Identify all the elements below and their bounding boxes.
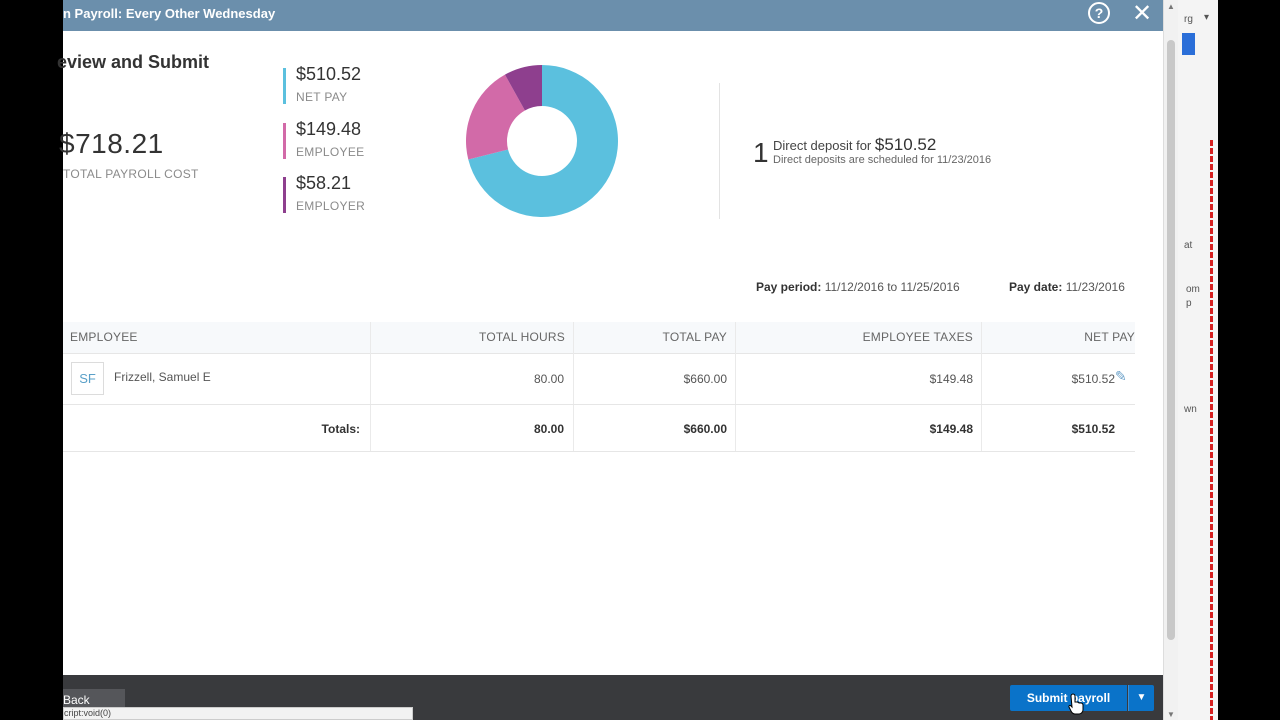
totals-hours: 80.00 — [533, 422, 564, 436]
background-blue-block — [1182, 33, 1195, 55]
legend-label: NET PAY — [296, 90, 348, 104]
background-text: om — [1186, 284, 1200, 295]
total-payroll-cost-label: TOTAL PAYROLL COST — [63, 167, 199, 181]
chevron-down-icon[interactable]: ▼ — [1128, 685, 1154, 711]
legend-label: EMPLOYER — [296, 199, 366, 213]
edit-pencil-icon[interactable]: ✎ — [1115, 368, 1127, 384]
legend-color-bar — [283, 68, 286, 104]
pay-period: Pay period: 11/12/2016 to 11/25/2016 — [756, 280, 960, 294]
totals-net-pay: $510.52 — [1071, 422, 1115, 436]
net-pay-cell: $510.52 — [1071, 372, 1115, 386]
scroll-up-icon[interactable]: ▲ — [1167, 2, 1175, 11]
column-divider — [370, 322, 371, 452]
direct-deposit-summary: Direct deposit for $510.52 — [773, 135, 936, 155]
pay-date-value: 11/23/2016 — [1065, 280, 1125, 294]
background-red-line — [1210, 140, 1213, 720]
legend-amount: $510.52 — [296, 64, 362, 84]
direct-deposit-count: 1 — [753, 137, 769, 168]
direct-deposit-amount: $510.52 — [874, 135, 937, 154]
hand-cursor-icon — [1068, 693, 1084, 715]
page-title: eview and Submit — [57, 52, 210, 72]
scrollbar[interactable]: ▲ ▼ — [1163, 0, 1178, 720]
scroll-thumb[interactable] — [1167, 40, 1175, 640]
payroll-review-modal: n Payroll: Every Other Wednesday ? ✕ evi… — [57, 0, 1163, 720]
column-divider — [735, 322, 736, 452]
employee-taxes-cell: $149.48 — [929, 372, 973, 386]
payroll-donut-chart — [466, 65, 618, 217]
legend-color-bar — [283, 123, 286, 159]
donut-slice-employer — [504, 65, 542, 111]
column-divider — [573, 322, 574, 452]
header-employee-taxes[interactable]: EMPLOYEE TAXES — [862, 330, 973, 344]
legend-amount: $149.48 — [296, 119, 362, 139]
pay-period-label: Pay period: — [756, 280, 822, 294]
legend-amount: $58.21 — [296, 173, 352, 193]
background-text: wn — [1184, 404, 1197, 415]
pay-date: Pay date: 11/23/2016 — [1009, 280, 1125, 294]
total-payroll-cost: $718.21 — [59, 128, 164, 159]
header-total-pay[interactable]: TOTAL PAY — [662, 330, 727, 344]
background-text: p — [1186, 298, 1192, 309]
header-net-pay[interactable]: NET PAY — [1084, 330, 1135, 344]
employee-name[interactable]: Frizzell, Samuel E — [114, 370, 211, 384]
pay-date-label: Pay date: — [1009, 280, 1063, 294]
donut-slice-employee — [466, 74, 525, 160]
chevron-down-icon: ▾ — [1204, 12, 1210, 23]
total-pay-cell: $660.00 — [683, 372, 727, 386]
back-button[interactable]: Back — [63, 689, 125, 711]
totals-total-pay: $660.00 — [683, 422, 727, 436]
column-divider — [981, 322, 982, 452]
divider — [719, 83, 720, 219]
direct-deposit-scheduled: Direct deposits are scheduled for 11/23/… — [773, 154, 992, 166]
pay-period-value: 11/12/2016 to 11/25/2016 — [824, 280, 960, 294]
avatar: SF — [71, 362, 104, 395]
status-bar-url: cript:void(0) — [63, 707, 413, 720]
table-header: EMPLOYEE TOTAL HOURS TOTAL PAY EMPLOYEE … — [63, 322, 1135, 354]
modal-title-bar: n Payroll: Every Other Wednesday ? ✕ — [63, 0, 1163, 31]
legend-label: EMPLOYEE — [296, 145, 365, 159]
total-hours-cell: 80.00 — [533, 372, 564, 386]
background-text: at — [1184, 240, 1193, 251]
totals-row: Totals: 80.00 $660.00 $149.48 $510.52 — [63, 405, 1135, 452]
modal-title: n Payroll: Every Other Wednesday — [63, 6, 276, 21]
legend-color-bar — [283, 177, 286, 213]
donut-slice-net-pay — [468, 65, 618, 217]
header-total-hours[interactable]: TOTAL HOURS — [479, 330, 565, 344]
totals-label: Totals: — [321, 422, 360, 436]
close-icon[interactable]: ✕ — [1131, 0, 1153, 27]
direct-deposit-text: Direct deposit for — [773, 138, 872, 153]
table-row[interactable]: SF Frizzell, Samuel E 80.00 $660.00 $149… — [63, 322, 1135, 405]
scroll-down-icon[interactable]: ▼ — [1167, 710, 1175, 719]
help-icon[interactable]: ? — [1088, 2, 1110, 24]
background-text: rg — [1184, 14, 1193, 25]
header-employee[interactable]: EMPLOYEE — [70, 330, 138, 344]
totals-employee-taxes: $149.48 — [929, 422, 973, 436]
